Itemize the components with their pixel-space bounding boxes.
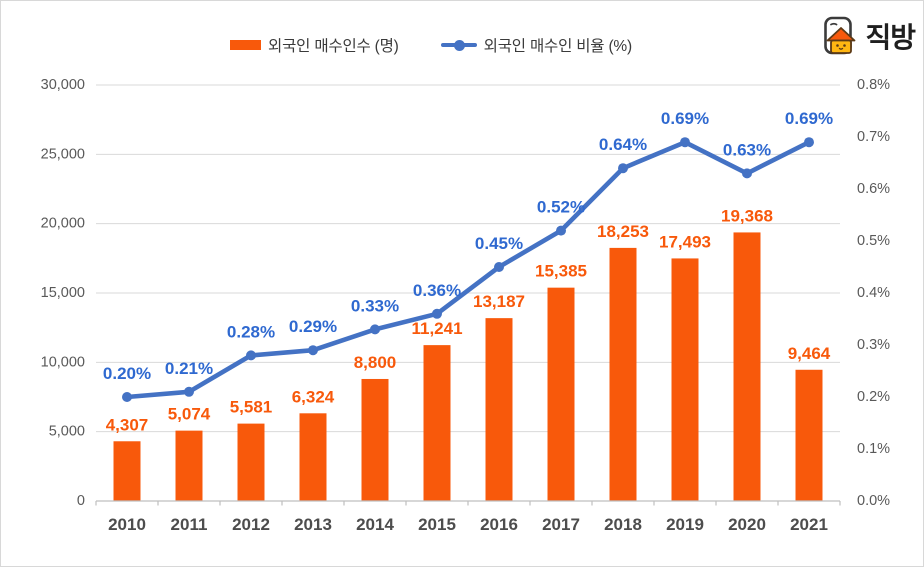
y-axis-right-labels: 0.0% 0.1% 0.2% 0.3% 0.4% 0.5% 0.6% 0.7% 0.8% <box>857 77 890 509</box>
gridlines <box>96 84 840 433</box>
y-axis-label-right: 0.5% <box>857 233 890 249</box>
line-point-label: 0.52% <box>537 198 585 217</box>
legend-item-line-series: 외국인 매수인 비율 (%) <box>440 34 633 56</box>
line-point-label: 0.64% <box>599 135 647 154</box>
x-axis-label: 2013 <box>294 515 332 534</box>
bar-label: 13,187 <box>473 292 525 311</box>
y-axis-label-left: 15,000 <box>41 285 85 301</box>
line-point <box>556 225 566 236</box>
bar <box>547 287 575 501</box>
bar-labels: 4,307 5,074 5,581 6,324 8,800 11,241 13,187 15,… <box>106 206 831 434</box>
y-axis-label-right: 0.4% <box>857 285 890 301</box>
zigbang-house-icon <box>824 16 856 55</box>
bar <box>733 232 761 501</box>
x-axis-label: 2021 <box>790 515 828 534</box>
bar-label: 19,368 <box>721 206 773 225</box>
y-axis-label-right: 0.3% <box>857 337 890 353</box>
line-point-label: 0.33% <box>351 296 399 315</box>
y-axis-label-left: 0 <box>77 493 85 509</box>
line-point <box>308 345 318 356</box>
bar <box>175 430 203 501</box>
x-axis-label: 2011 <box>171 515 208 534</box>
bar-label: 5,581 <box>230 398 273 417</box>
line-point-label: 0.69% <box>785 109 833 128</box>
y-axis-label-left: 25,000 <box>41 146 85 162</box>
bar <box>609 247 637 501</box>
bar-label: 4,307 <box>106 415 149 434</box>
line-point <box>680 137 690 148</box>
bar-series <box>113 232 823 501</box>
line-point <box>246 350 256 361</box>
zigbang-logo: 직방 <box>822 15 916 57</box>
line-series-swatch-dot <box>453 39 465 51</box>
x-axis-label: 2015 <box>418 515 456 534</box>
bar <box>113 441 141 501</box>
bar-series-swatch <box>230 40 262 50</box>
line-series-swatch <box>440 39 477 51</box>
bar-label: 5,074 <box>168 405 211 424</box>
line-point <box>122 392 132 402</box>
bar-label: 17,493 <box>659 232 711 251</box>
bar-label: 8,800 <box>354 353 397 372</box>
y-axis-label-right: 0.0% <box>857 493 890 509</box>
bar <box>671 258 699 501</box>
line-point-label: 0.20% <box>103 364 151 383</box>
line-path <box>124 139 812 400</box>
x-axis-label: 2012 <box>232 515 270 534</box>
line-point-label: 0.69% <box>661 109 709 128</box>
bar <box>299 413 327 501</box>
y-axis-label-left: 10,000 <box>41 354 85 370</box>
line-point <box>618 163 628 174</box>
bar <box>423 345 451 501</box>
y-axis-label-left: 20,000 <box>41 216 85 232</box>
bar <box>485 318 513 501</box>
x-axis-label: 2020 <box>728 515 766 534</box>
x-axis-label: 2017 <box>542 515 580 534</box>
bar-label: 11,241 <box>411 319 462 338</box>
line-point-label: 0.21% <box>165 359 213 378</box>
y-axis-label-right: 0.7% <box>857 129 890 145</box>
bar-label: 18,253 <box>597 222 649 241</box>
line-point-label: 0.36% <box>413 281 461 300</box>
bar-label: 15,385 <box>535 262 587 281</box>
line-point <box>370 324 380 335</box>
line-point <box>742 168 752 179</box>
legend-label-line-series: 외국인 매수인 비율 (%) <box>483 38 633 55</box>
line-point <box>804 137 814 148</box>
line-point <box>494 262 504 272</box>
bar-label: 6,324 <box>292 387 335 406</box>
x-axis-label: 2010 <box>108 515 146 534</box>
bar <box>237 423 265 501</box>
y-axis-label-left: 30,000 <box>41 77 85 93</box>
legend-label-bar-series: 외국인 매수인수 (명) <box>268 38 399 55</box>
line-labels: 0.20% 0.21% 0.28% 0.29% 0.33% 0.36% 0.45% 0.52%… <box>103 109 833 383</box>
bar-label: 9,464 <box>788 344 831 363</box>
legend-item-bar-series: 외국인 매수인수 (명) <box>230 34 399 56</box>
y-axis-label-right: 0.1% <box>857 441 890 457</box>
x-axis-label: 2018 <box>604 515 642 534</box>
bar <box>795 369 823 501</box>
logo-text: 직방 <box>865 22 916 53</box>
y-axis-label-left: 5,000 <box>49 424 85 440</box>
line-point <box>184 386 194 397</box>
y-axis-label-right: 0.2% <box>857 389 890 405</box>
line-point-label: 0.29% <box>289 317 337 336</box>
x-axis-label: 2014 <box>356 515 394 534</box>
x-axis-labels: 2010 2011 2012 2013 2014 2015 2016 2017 2018 2019… <box>108 515 828 534</box>
y-axis-label-right: 0.6% <box>857 181 890 197</box>
x-axis-label: 2019 <box>666 515 704 534</box>
line-point-label: 0.45% <box>475 234 523 253</box>
x-axis <box>95 500 841 506</box>
y-axis-left-labels: 0 5,000 10,000 15,000 20,000 25,000 30,000 <box>41 77 85 509</box>
line-series <box>122 137 814 402</box>
bar <box>361 378 389 501</box>
y-axis-label-right: 0.8% <box>857 77 890 93</box>
chart-legend: 외국인 매수인수 (명) 외국인 매수인 비율 (%) <box>1 34 861 56</box>
line-point <box>432 308 442 319</box>
line-point-label: 0.28% <box>227 322 275 341</box>
line-point-label: 0.63% <box>723 140 771 159</box>
x-axis-label: 2016 <box>480 515 518 534</box>
